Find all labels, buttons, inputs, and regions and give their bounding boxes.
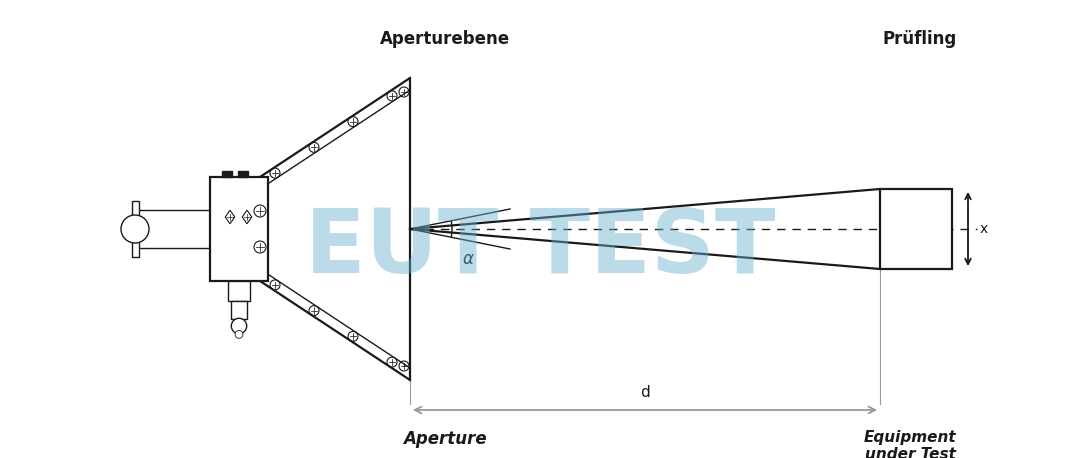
Text: EuT: EuT (900, 222, 932, 236)
Bar (223, 170, 232, 177)
Polygon shape (226, 210, 234, 224)
Bar (228, 281, 250, 301)
Text: Equipment
under Test: Equipment under Test (863, 430, 957, 458)
Text: EUT TEST: EUT TEST (304, 205, 775, 291)
Polygon shape (242, 210, 252, 224)
Bar (135, 210, 210, 248)
Text: Prüfling: Prüfling (883, 30, 957, 48)
Bar (210, 177, 268, 281)
Text: d: d (640, 385, 650, 400)
Bar (131, 202, 139, 256)
Bar (238, 170, 248, 177)
Text: α: α (462, 250, 473, 268)
Bar (231, 301, 247, 319)
Text: Aperture: Aperture (403, 430, 487, 448)
Circle shape (121, 215, 149, 243)
Circle shape (231, 318, 246, 334)
Circle shape (235, 331, 243, 338)
Text: Aperturebene: Aperturebene (379, 30, 510, 48)
Bar (880, 189, 952, 269)
Text: x: x (980, 222, 988, 236)
